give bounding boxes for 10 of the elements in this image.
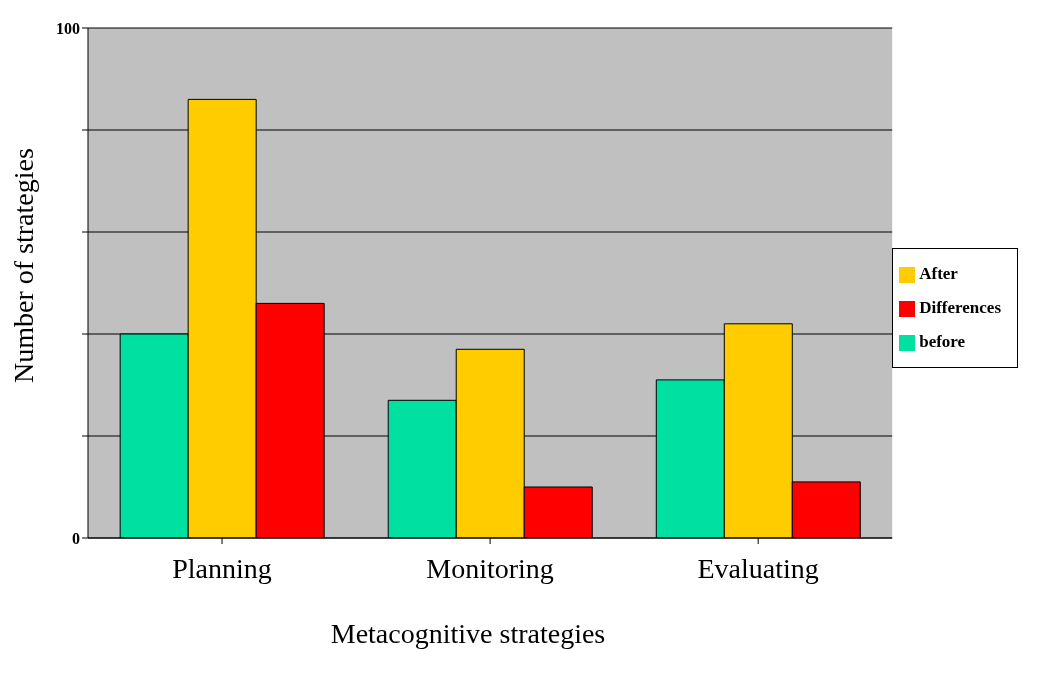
y-axis-title: Number of strategies — [7, 148, 39, 383]
x-tick-label: Planning — [172, 552, 272, 584]
y-tick-label: 0 — [72, 529, 80, 547]
legend-label: After — [919, 264, 958, 283]
x-axis-title: Metacognitive strategies — [329, 618, 607, 650]
x-tick-label: Evaluating — [697, 552, 819, 584]
y-tick-label: 100 — [56, 19, 80, 37]
x-tick-label: Monitoring — [426, 552, 554, 584]
legend-label: before — [919, 332, 966, 351]
legend-label: Differences — [919, 298, 1001, 317]
